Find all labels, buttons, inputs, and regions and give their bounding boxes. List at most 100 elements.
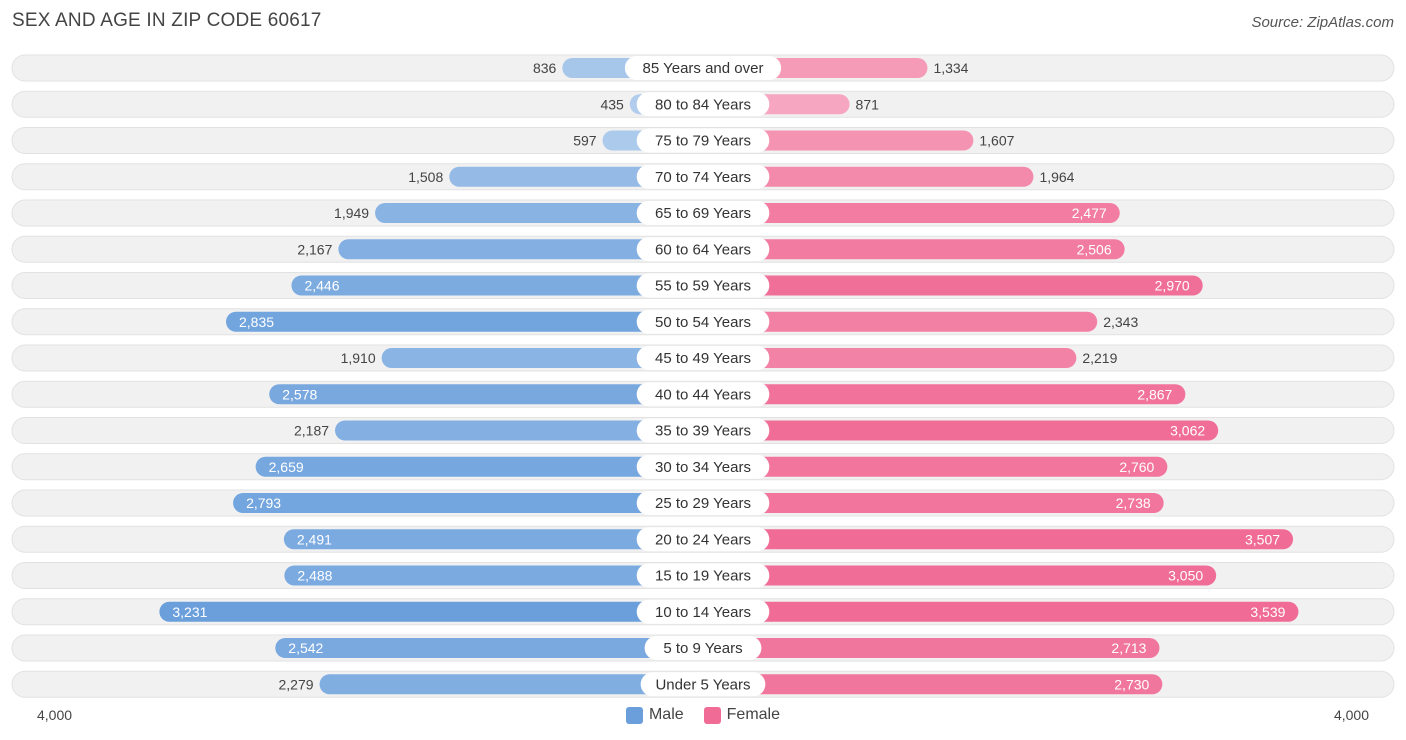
category-label: 5 to 9 Years (663, 640, 742, 657)
category-label: 30 to 34 Years (655, 459, 751, 476)
category-label: 70 to 74 Years (655, 169, 751, 186)
category-label: 50 to 54 Years (655, 314, 751, 331)
category-pill (636, 237, 770, 262)
row-16: 2,542 2,713 5 to 9 Years (11, 634, 1395, 662)
bar-male (275, 638, 703, 658)
value-label-female: 2,506 (1077, 241, 1112, 257)
bar-male (269, 384, 703, 405)
value-label-male: 2,167 (297, 241, 332, 257)
bar-female (703, 348, 1077, 368)
value-label-male: 2,659 (269, 459, 304, 475)
row-5: 2,167 2,506 60 to 64 Years (11, 235, 1395, 263)
bar-male (233, 493, 703, 513)
bar-male (226, 311, 704, 332)
category-pill (636, 599, 770, 624)
bar-male (284, 565, 703, 586)
value-label-female: 2,477 (1072, 205, 1107, 221)
bar-female (703, 311, 1098, 332)
bar-female (703, 384, 1186, 405)
value-label-male: 1,949 (334, 205, 369, 221)
bar-male (159, 601, 703, 622)
legend-label-female: Female (726, 706, 781, 723)
bar-female (703, 239, 1125, 260)
row-15: 3,231 3,539 10 to 14 Years (11, 598, 1395, 626)
bar-male (319, 674, 703, 695)
value-label-male: 2,187 (294, 423, 329, 439)
row-10: 2,187 3,062 35 to 39 Years (11, 417, 1395, 444)
category-pill (636, 454, 770, 479)
value-label-male: 2,491 (297, 531, 332, 547)
legend-item-female[interactable]: Female (703, 706, 781, 724)
category-pill (636, 92, 770, 117)
chart-title: SEX AND AGE IN ZIP CODE 60617 (12, 10, 322, 31)
row-13: 2,491 3,507 20 to 24 Years (11, 525, 1395, 553)
axis-label-right: 4,000 (1333, 707, 1369, 723)
category-pill (636, 418, 770, 443)
row-11: 2,659 2,760 30 to 34 Years (11, 453, 1395, 481)
bar-male (338, 239, 703, 260)
legend-label-male: Male (648, 706, 684, 723)
value-label-female: 2,343 (1103, 314, 1138, 330)
legend-item-male[interactable]: Male (625, 706, 684, 724)
value-label-female: 2,730 (1114, 676, 1149, 692)
value-label-female: 3,062 (1170, 423, 1205, 439)
value-label-male: 1,508 (408, 169, 443, 185)
axis-label-left: 4,000 (37, 707, 73, 723)
value-label-male: 836 (533, 60, 557, 76)
legend-swatch-female (703, 706, 721, 724)
category-label: 80 to 84 Years (655, 96, 751, 113)
value-label-male: 435 (600, 96, 624, 112)
category-pill (636, 563, 770, 588)
bar-female (703, 275, 1203, 296)
bar-female (703, 529, 1294, 550)
bar-male (381, 348, 703, 368)
row-14: 2,488 3,050 15 to 19 Years (11, 562, 1395, 589)
value-label-female: 3,507 (1245, 531, 1280, 547)
bar-female (703, 674, 1163, 695)
bar-female (703, 166, 1034, 187)
bar-female (703, 638, 1160, 658)
bar-male (335, 420, 703, 441)
source-credit: Source: ZipAtlas.com (1251, 14, 1394, 31)
value-label-female: 871 (856, 96, 880, 112)
value-label-female: 2,738 (1116, 495, 1151, 511)
value-label-male: 2,542 (288, 640, 323, 656)
bar-female (703, 130, 974, 151)
category-label: 15 to 19 Years (655, 568, 751, 585)
bar-female (703, 601, 1299, 622)
category-pill (636, 527, 770, 552)
row-6: 2,446 2,970 55 to 59 Years (11, 272, 1395, 299)
value-label-female: 2,970 (1155, 278, 1190, 294)
category-label: 10 to 14 Years (655, 604, 751, 621)
bar-male (283, 529, 703, 550)
category-pill (636, 164, 770, 189)
value-label-female: 1,607 (979, 133, 1014, 149)
value-label-male: 2,279 (279, 676, 314, 692)
category-label: 40 to 44 Years (655, 386, 751, 403)
category-pill (636, 201, 770, 225)
value-label-male: 3,231 (172, 604, 207, 620)
category-label: 55 to 59 Years (655, 278, 751, 295)
category-pill (636, 346, 770, 370)
row-2: 597 1,607 75 to 79 Years (11, 127, 1395, 154)
row-1: 435 871 80 to 84 Years (11, 90, 1395, 118)
category-label: 60 to 64 Years (655, 241, 751, 258)
category-pill (636, 309, 770, 334)
value-label-female: 3,539 (1250, 604, 1285, 620)
bar-female (703, 420, 1219, 441)
row-12: 2,793 2,738 25 to 29 Years (11, 489, 1395, 517)
category-label: 20 to 24 Years (655, 531, 751, 548)
bar-female (703, 456, 1168, 477)
row-8: 1,910 2,219 45 to 49 Years (11, 344, 1395, 372)
value-label-male: 2,835 (239, 314, 274, 330)
bar-female (703, 565, 1217, 586)
value-label-female: 1,334 (933, 60, 968, 76)
value-label-male: 1,910 (341, 350, 376, 366)
value-label-male: 2,793 (246, 495, 281, 511)
bar-female (703, 203, 1120, 223)
value-label-female: 1,964 (1039, 169, 1074, 185)
row-7: 2,835 2,343 50 to 54 Years (11, 308, 1395, 336)
category-label: 65 to 69 Years (655, 205, 751, 222)
legend-swatch-male (625, 706, 643, 724)
